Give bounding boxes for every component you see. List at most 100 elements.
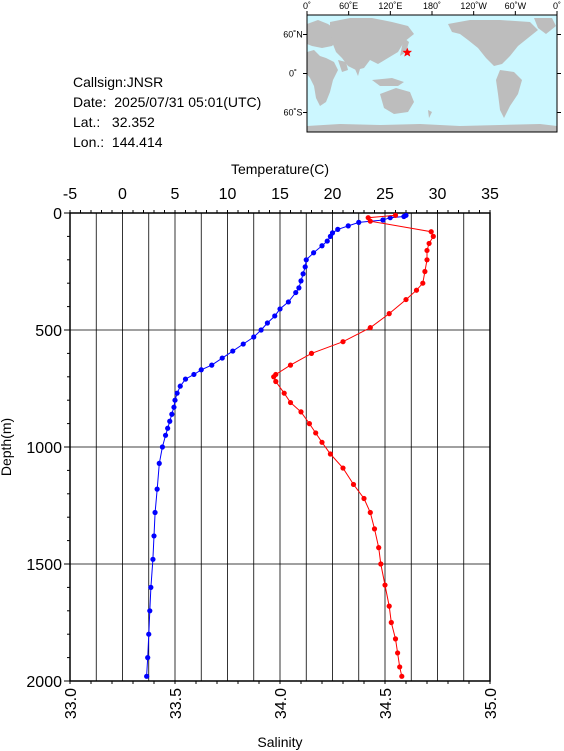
salinity-point xyxy=(420,280,426,286)
map-lon-label: 60˚W xyxy=(505,1,527,11)
temperature-point xyxy=(387,215,393,221)
temperature-point xyxy=(191,371,197,378)
map-land-japan xyxy=(400,38,409,56)
map-land-new-zealand xyxy=(428,110,432,118)
temperature-point xyxy=(401,213,407,220)
salinity-point xyxy=(306,421,312,427)
temperature-point xyxy=(147,608,153,614)
salinity-point xyxy=(287,399,294,406)
temperature-point xyxy=(298,278,304,284)
temperature-point xyxy=(285,299,291,305)
temperature-tick-label: 30 xyxy=(429,186,447,203)
temperature-point xyxy=(171,404,177,410)
salinity-tick-label: 33.5 xyxy=(168,688,185,719)
temperature-point xyxy=(152,509,158,516)
map-land-india xyxy=(352,62,362,76)
map-ticks xyxy=(303,11,561,113)
salinity-point xyxy=(392,636,399,642)
temperature-tick-label: 0 xyxy=(118,186,127,203)
salinity-point xyxy=(367,218,373,224)
salinity-point xyxy=(319,439,325,445)
salinity-point xyxy=(386,603,392,609)
salinity-point xyxy=(395,650,401,656)
salinity-point xyxy=(298,409,304,415)
temperature-point xyxy=(293,289,299,296)
salinity-point xyxy=(382,582,388,588)
map-lon-label: 0˚ xyxy=(553,1,561,11)
salinity-point xyxy=(428,229,434,235)
temperature-tick-label: 15 xyxy=(271,186,289,203)
temperature-point xyxy=(144,673,150,679)
depth-tick-label: 2000 xyxy=(26,674,62,691)
map-landmasses xyxy=(307,18,557,132)
temperature-point xyxy=(319,243,325,249)
map-lat-label: 60˚N xyxy=(283,30,303,40)
map-longitude-labels: 0˚ 60˚E 120˚E 180˚ 120˚W 60˚W 0˚ xyxy=(303,1,561,11)
map-lon-label: 120˚W xyxy=(460,1,487,11)
station-info: Callsign:JNSR Date: 2025/07/31 05:01(UTC… xyxy=(73,72,261,152)
salinity-point xyxy=(350,481,357,488)
temperature-point xyxy=(302,264,308,270)
chart-ticks xyxy=(64,210,491,684)
temperature-point xyxy=(264,320,270,326)
salinity-axis-title: Salinity xyxy=(257,734,302,750)
salinity-point xyxy=(340,465,346,471)
map-lon-label: 180˚ xyxy=(423,1,441,11)
temperature-point xyxy=(324,238,330,244)
temperature-point xyxy=(335,226,341,232)
temperature-point xyxy=(230,348,236,354)
temperature-point xyxy=(258,327,264,333)
salinity-point xyxy=(403,296,409,303)
map-land-australia xyxy=(380,88,414,114)
date-text: Date: 2025/07/31 05:01(UTC) xyxy=(73,94,262,110)
temperature-point xyxy=(145,655,151,661)
map-land-south-america xyxy=(496,70,522,118)
depth-tick-label: 1000 xyxy=(26,440,62,457)
temperature-point xyxy=(356,219,362,225)
temperature-point xyxy=(165,425,171,431)
latitude-text: Lat.: 32.352 xyxy=(73,114,155,130)
map-lon-label: 120˚E xyxy=(378,1,402,11)
salinity-point xyxy=(371,526,378,532)
temperature-point xyxy=(172,397,178,403)
temperature-point xyxy=(174,390,180,396)
temperature-point xyxy=(251,334,257,340)
salinity-point xyxy=(313,430,319,436)
salinity-point xyxy=(367,325,373,331)
station-marker xyxy=(402,47,412,57)
salinity-point xyxy=(424,247,430,254)
temperature-tick-label: 25 xyxy=(376,186,394,203)
temperature-point xyxy=(311,250,317,256)
salinity-point xyxy=(392,212,399,218)
temperature-point xyxy=(380,217,386,223)
map-land-north-america xyxy=(448,20,538,66)
salinity-point xyxy=(376,545,382,551)
temperature-tick-labels: -5 0 5 10 15 20 25 30 35 xyxy=(63,186,499,203)
map-land-asia xyxy=(330,18,414,70)
temperature-point xyxy=(198,367,204,373)
temperature-profile-line xyxy=(146,214,407,677)
temperature-point xyxy=(296,285,302,291)
temperature-point xyxy=(167,418,173,424)
depth-tick-label: 0 xyxy=(53,206,62,223)
temperature-point xyxy=(169,411,175,417)
temperature-point xyxy=(162,432,169,438)
map-land-greenland xyxy=(534,18,556,34)
salinity-point xyxy=(271,374,277,380)
salinity-point xyxy=(308,350,315,356)
salinity-point xyxy=(413,287,420,293)
temperature-point xyxy=(219,355,225,361)
depth-axis-title: Depth(m) xyxy=(0,418,14,476)
temperature-point xyxy=(345,223,351,229)
map-land-indonesia xyxy=(372,78,404,86)
depth-tick-label: 1500 xyxy=(26,557,62,574)
temperature-point xyxy=(177,383,183,389)
salinity-point xyxy=(424,257,430,263)
salinity-point xyxy=(399,673,405,679)
temperature-tick-label: -5 xyxy=(63,186,77,203)
salinity-point xyxy=(361,495,367,502)
map-lon-label: 0˚ xyxy=(303,1,311,11)
salinity-tick-label: 34.0 xyxy=(273,688,290,719)
salinity-point xyxy=(327,451,333,457)
map-lon-label: 60˚E xyxy=(339,1,358,11)
